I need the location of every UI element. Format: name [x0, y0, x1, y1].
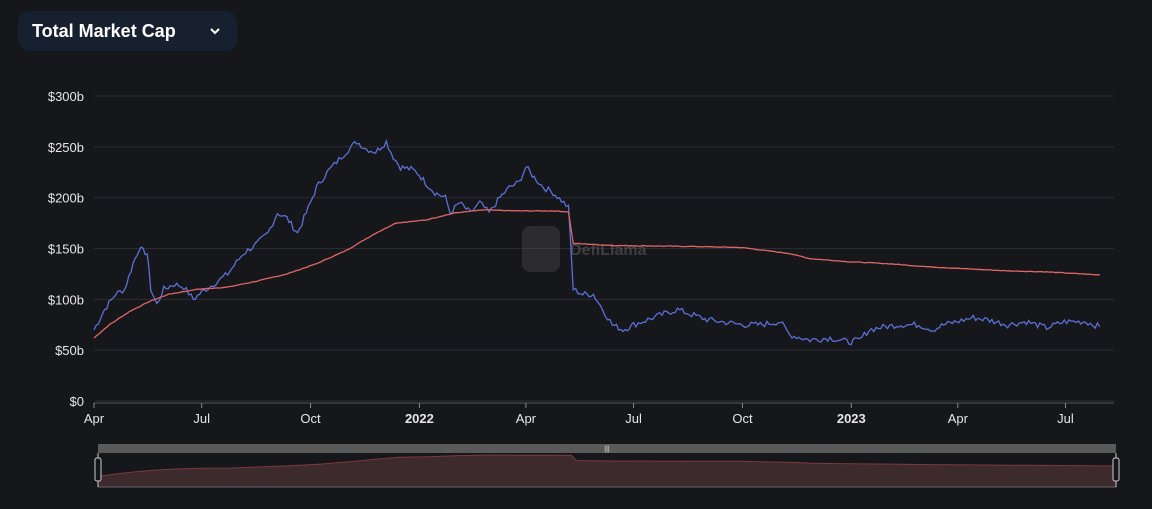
y-tick-label: $150b	[48, 242, 84, 257]
y-tick-label: $100b	[48, 292, 84, 307]
brush-preview-area	[97, 454, 1117, 488]
x-tick-label: 2022	[405, 411, 434, 426]
watermark-text: DefiLlama	[570, 242, 647, 259]
series-line-b	[93, 209, 1100, 339]
range-brush[interactable]: |||	[94, 444, 1120, 488]
y-tick-label: $300b	[48, 89, 84, 104]
y-tick-label: $0	[70, 394, 84, 409]
metric-selector-label: Total Market Cap	[32, 20, 176, 41]
brush-handle-right[interactable]	[1112, 457, 1120, 482]
defillama-watermark: DefiLlama	[522, 226, 647, 272]
y-tick-label: $50b	[55, 343, 84, 358]
chevron-down-icon	[210, 28, 220, 35]
metric-selector[interactable]: Total Market Cap	[18, 11, 237, 51]
x-tick-label: Oct	[732, 411, 753, 426]
grip-icon: |||	[604, 446, 610, 453]
brush-drag-bar[interactable]	[98, 444, 1116, 453]
x-tick-label: 2023	[837, 411, 866, 426]
y-tick-label: $200b	[48, 191, 84, 206]
x-tick-label: Apr	[948, 411, 969, 426]
x-tick-label: Oct	[300, 411, 321, 426]
x-tick-label: Jul	[625, 411, 642, 426]
brush-handle-left[interactable]	[94, 457, 102, 482]
x-tick-label: Apr	[516, 411, 537, 426]
series-line-a	[93, 138, 1101, 346]
y-tick-label: $250b	[48, 140, 84, 155]
x-tick-label: Apr	[84, 411, 105, 426]
x-tick-label: Jul	[193, 411, 210, 426]
x-tick-label: Jul	[1057, 411, 1074, 426]
